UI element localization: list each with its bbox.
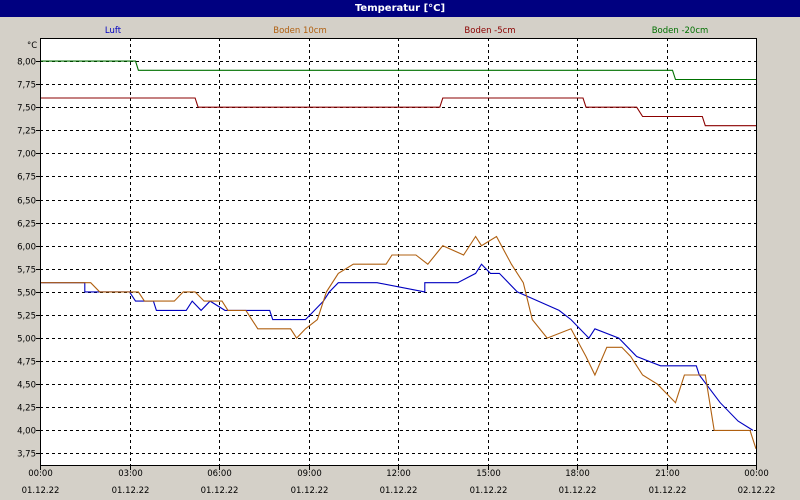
- series-luft: [40, 263, 754, 431]
- grid-lines: [40, 38, 756, 465]
- y-tick-label: 8,00: [17, 58, 36, 68]
- window-title: Temperatur [°C]: [0, 0, 800, 17]
- y-tick-label: 6,50: [17, 197, 36, 207]
- y-tick-label: 4,00: [17, 427, 36, 437]
- x-tick-time: 15:00: [476, 469, 501, 479]
- y-tick-label: 5,50: [17, 289, 36, 299]
- legend-entry: Boden -20cm: [652, 26, 709, 36]
- x-tick-time: 03:00: [118, 469, 143, 479]
- legend-entry: Boden -5cm: [464, 26, 515, 36]
- x-tick-date: 01.12.22: [22, 486, 60, 496]
- x-tick-time: 21:00: [655, 469, 680, 479]
- x-tick-date: 01.12.22: [649, 486, 687, 496]
- y-tick-label: 6,25: [17, 220, 36, 230]
- y-tick-label: 4,25: [17, 404, 36, 414]
- x-tick-time: 00:00: [744, 469, 769, 479]
- y-tick-label: 5,00: [17, 335, 36, 345]
- x-tick-time: 00:00: [28, 469, 53, 479]
- y-tick-label: 4,75: [17, 358, 36, 368]
- x-tick-date: 01.12.22: [470, 486, 508, 496]
- y-tick-label: 7,25: [17, 127, 36, 137]
- y-tick-label: 7,50: [17, 104, 36, 114]
- x-tick-date: 01.12.22: [559, 486, 597, 496]
- series-boden-20cm: [40, 60, 756, 81]
- series-boden-5cm: [40, 97, 756, 127]
- x-tick-time: 06:00: [207, 469, 232, 479]
- x-tick-date: 01.12.22: [291, 486, 329, 496]
- series-lines: [40, 60, 757, 449]
- x-tick-time: 12:00: [386, 469, 411, 479]
- y-tick-label: 6,75: [17, 173, 36, 183]
- axis-ticks: 8,00 7,75 7,50 7,25 7,00 6,75 6,50 6,25 6,00 5,75…: [17, 58, 775, 497]
- y-tick-label: 3,75: [17, 450, 36, 460]
- y-axis-label: °C: [27, 41, 37, 51]
- legend-entry: Boden 10cm: [273, 26, 327, 36]
- x-tick-date: 01.12.22: [380, 486, 418, 496]
- series-boden-10cm: [40, 235, 757, 449]
- y-tick-label: 5,25: [17, 312, 36, 322]
- x-tick-date: 01.12.22: [112, 486, 150, 496]
- x-tick-date: 02.12.22: [738, 486, 776, 496]
- plot-border: [40, 38, 757, 466]
- y-tick-label: 4,50: [17, 381, 36, 391]
- y-tick-label: 6,00: [17, 243, 36, 253]
- x-tick-time: 18:00: [565, 469, 590, 479]
- y-tick-label: 7,00: [17, 150, 36, 160]
- y-tick-label: 7,75: [17, 81, 36, 91]
- legend-entry: Luft: [105, 26, 122, 36]
- legend: Luft Boden 10cm Boden -5cm Boden -20cm: [105, 26, 708, 36]
- x-tick-time: 09:00: [297, 469, 322, 479]
- y-tick-label: 5,75: [17, 266, 36, 276]
- x-tick-date: 01.12.22: [201, 486, 239, 496]
